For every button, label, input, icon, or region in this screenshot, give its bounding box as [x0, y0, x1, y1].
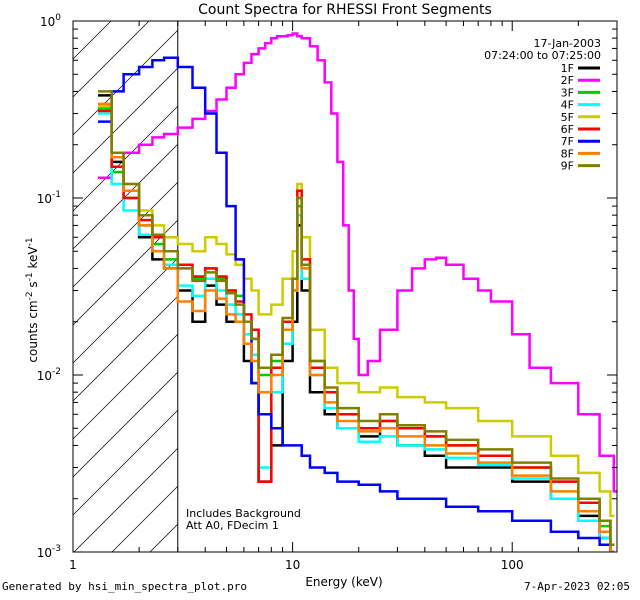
x-tick-label: 100	[501, 558, 524, 572]
x-tick-label: 10	[285, 558, 300, 572]
x-axis-label: Energy (keV)	[305, 575, 382, 589]
legend-label-9F: 9F	[561, 160, 574, 173]
footer-generator: Generated by hsi_min_spectra_plot.pro	[2, 580, 248, 593]
legend-label-7F: 7F	[561, 135, 574, 148]
series-5F	[98, 104, 615, 518]
hatch-line	[73, 21, 150, 98]
y-tick-label: 10-2	[37, 367, 61, 383]
legend-label-3F: 3F	[561, 86, 574, 99]
series-9F	[98, 90, 615, 546]
y-tick-label: 10-1	[37, 190, 61, 206]
legend-label-8F: 8F	[561, 147, 574, 160]
legend-label-1F: 1F	[561, 62, 574, 75]
hatch-line	[73, 21, 226, 174]
legend-label-2F: 2F	[561, 74, 574, 87]
x-tick-label: 1	[69, 558, 77, 572]
date-label: 17-Jan-2003	[534, 37, 602, 50]
hatch-line	[73, 21, 264, 212]
legend-label-5F: 5F	[561, 111, 574, 124]
chart-title: Count Spectra for RHESSI Front Segments	[198, 2, 492, 18]
plot-frame	[72, 20, 618, 553]
y-tick-label: 100	[40, 13, 61, 29]
footer-date: 7-Apr-2023 02:05	[524, 580, 630, 593]
annotation-background: Includes Background	[186, 507, 301, 520]
y-axis-label: counts cm-2 s-1 keV-1	[25, 237, 40, 362]
legend-label-6F: 6F	[561, 123, 574, 136]
annotation-attenuator: Att A0, FDecim 1	[186, 519, 279, 532]
time-range-label: 07:24:00 to 07:25:00	[484, 49, 601, 62]
series-7F	[98, 56, 615, 552]
hatch-line	[73, 21, 112, 60]
y-tick-label: 10-3	[37, 544, 61, 560]
legend-label-4F: 4F	[561, 99, 574, 112]
hatched-region	[73, 21, 617, 552]
